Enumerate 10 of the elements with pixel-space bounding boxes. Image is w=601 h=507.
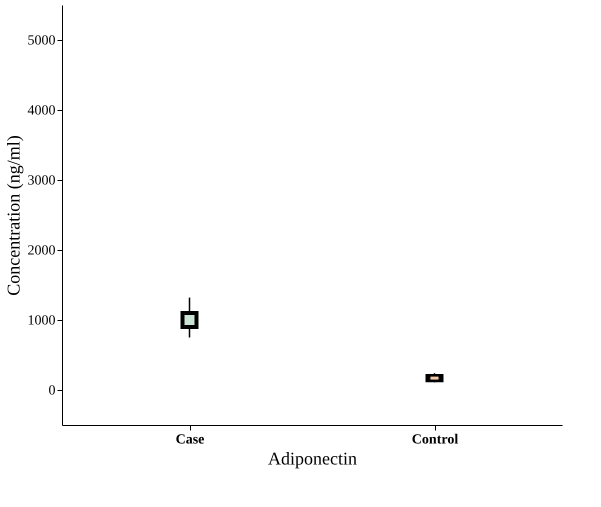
x-tick-label: Case: [176, 432, 204, 448]
x-axis-title: Adiponectin: [268, 448, 357, 468]
x-tick-label: Control: [412, 432, 458, 448]
y-tick-label: 5000: [28, 34, 56, 48]
y-tick-label: 0: [48, 384, 56, 398]
y-tick-label: 3000: [28, 174, 56, 188]
y-tick-label: 1000: [28, 314, 56, 328]
y-tick-label: 2000: [28, 244, 56, 258]
y-axis-title: Concentration (ng/ml): [4, 135, 24, 296]
y-tick-label: 4000: [28, 104, 56, 118]
